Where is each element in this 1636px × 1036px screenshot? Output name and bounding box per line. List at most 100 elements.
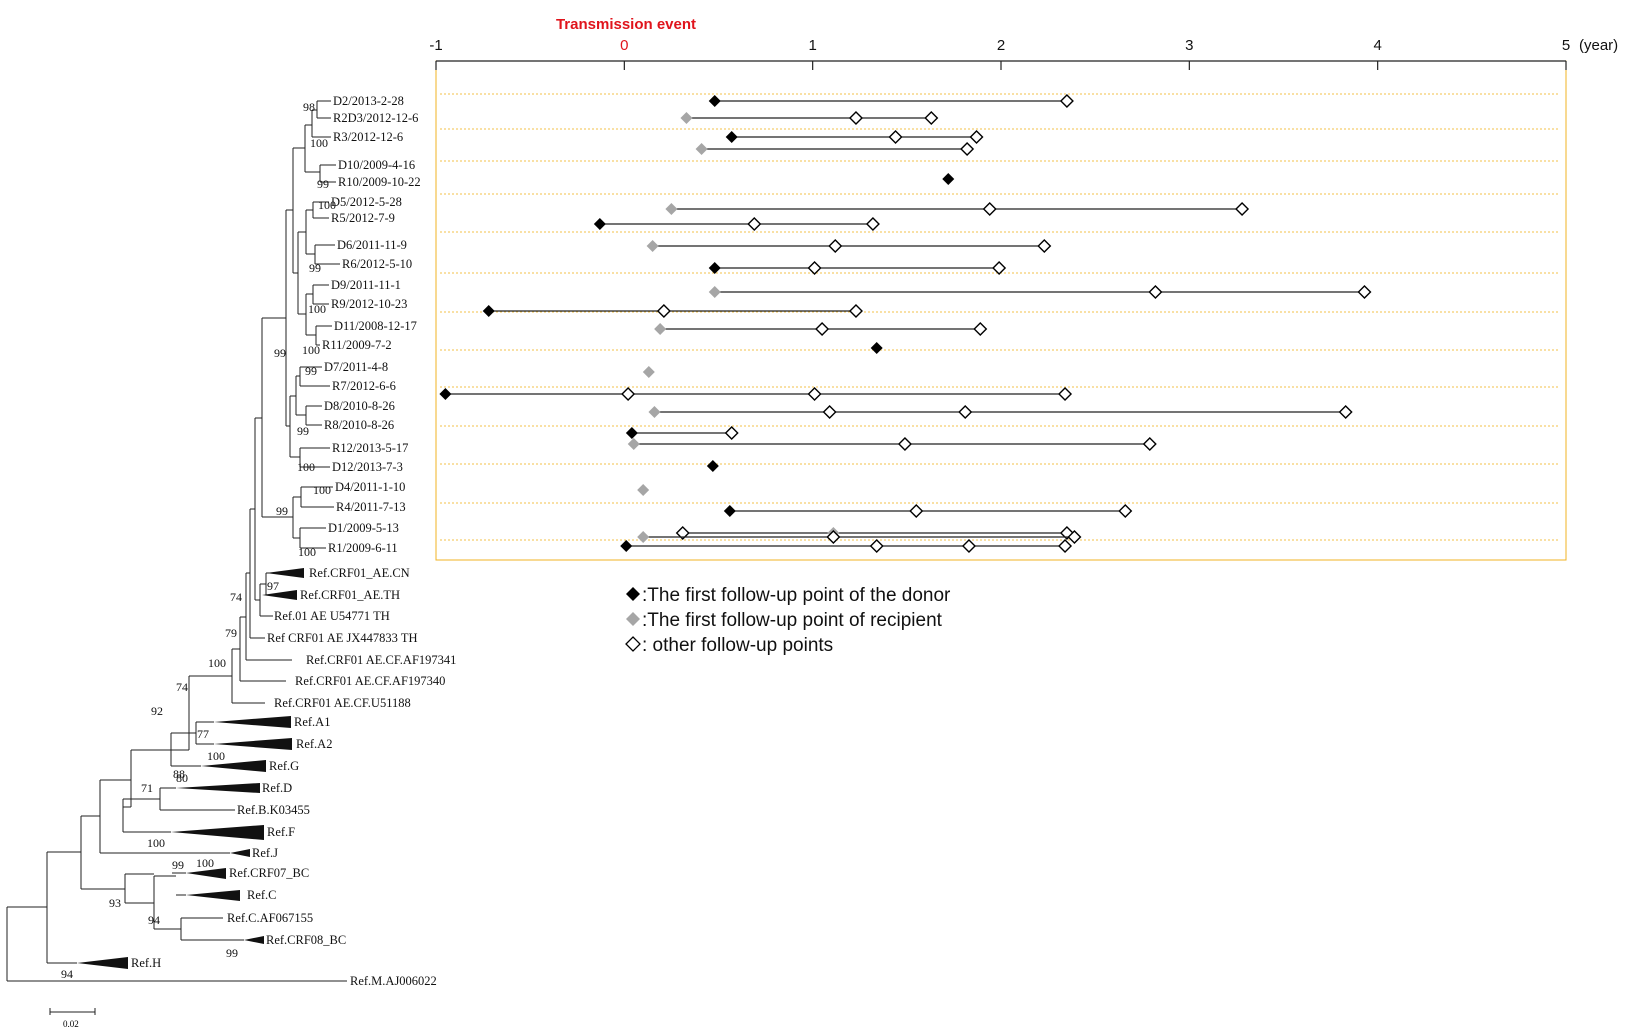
bootstrap-value: 80 bbox=[176, 771, 188, 785]
bootstrap-value: 97 bbox=[267, 579, 279, 593]
series-D8 bbox=[625, 426, 739, 440]
reference-label: Ref CRF01 AE JX447833 TH bbox=[267, 631, 417, 645]
series-D12 bbox=[637, 484, 650, 496]
series-D7 bbox=[439, 387, 1073, 401]
follow-up-point bbox=[1118, 504, 1133, 518]
bootstrap-value: 99 bbox=[317, 177, 329, 191]
bootstrap-value: 88 bbox=[173, 767, 185, 781]
donor-first-point bbox=[708, 95, 721, 107]
bootstrap-value: 94 bbox=[61, 967, 73, 981]
series-R10 bbox=[665, 202, 1250, 216]
reference-label: Ref.A1 bbox=[294, 715, 330, 729]
follow-up-point bbox=[982, 202, 997, 216]
reference-label: Ref.01 AE U54771 TH bbox=[274, 609, 390, 623]
bootstrap-value: 100 bbox=[302, 343, 320, 357]
bootstrap-value: 100 bbox=[297, 460, 315, 474]
donor-first-point bbox=[725, 131, 738, 143]
follow-up-point bbox=[656, 304, 671, 318]
donor-first-point bbox=[723, 505, 736, 517]
series-D10 bbox=[942, 173, 955, 185]
follow-up-series bbox=[439, 94, 1372, 553]
axis-unit-label: (year) bbox=[1579, 37, 1618, 54]
bootstrap-value: 99 bbox=[297, 424, 309, 438]
series-D9 bbox=[482, 304, 863, 318]
follow-up-point bbox=[969, 130, 984, 144]
donor-first-point bbox=[593, 218, 606, 230]
collapsed-clades bbox=[77, 568, 304, 969]
time-axis: -1 0 1 2 3 4 5 (year) bbox=[429, 37, 1618, 70]
series-R12 bbox=[706, 460, 719, 472]
follow-up-point bbox=[807, 387, 822, 401]
follow-up-point bbox=[869, 539, 884, 553]
reference-label: Ref.CRF01 AE.CF.AF197341 bbox=[306, 653, 456, 667]
bootstrap-value: 100 bbox=[310, 136, 328, 150]
taxon-label: D2/2013-2-28 bbox=[333, 94, 404, 108]
series-R9 bbox=[654, 322, 988, 336]
axis-tick-label: 5 bbox=[1562, 37, 1570, 54]
follow-up-point bbox=[960, 142, 975, 156]
axis-tick-label: 4 bbox=[1373, 37, 1381, 54]
reference-label: Ref.G bbox=[269, 759, 299, 773]
bootstrap-value: 98 bbox=[303, 100, 315, 114]
bootstrap-value: 94 bbox=[148, 913, 160, 927]
follow-up-point bbox=[1059, 94, 1074, 108]
legend: :The first follow-up point of the donor … bbox=[625, 585, 951, 656]
follow-up-point bbox=[621, 387, 636, 401]
bootstrap-value: 99 bbox=[274, 346, 286, 360]
follow-up-point bbox=[961, 539, 976, 553]
series-D4 bbox=[723, 504, 1133, 518]
phylogenetic-tree bbox=[6, 100, 347, 1015]
reference-label: Ref.CRF01_AE.TH bbox=[300, 588, 400, 602]
reference-label: Ref.CRF07_BC bbox=[229, 866, 309, 880]
series-R5 bbox=[646, 239, 1052, 253]
follow-up-point bbox=[1235, 202, 1250, 216]
bootstrap-value: 77 bbox=[197, 727, 209, 741]
bootstrap-value: 99 bbox=[226, 946, 238, 960]
follow-up-point bbox=[807, 261, 822, 275]
reference-label: Ref.B.K03455 bbox=[237, 803, 310, 817]
filled-gray-diamond-icon bbox=[626, 612, 640, 626]
recipient-first-point bbox=[642, 366, 655, 378]
legend-text: :The first follow-up point of recipient bbox=[642, 610, 943, 631]
taxon-label: D7/2011-4-8 bbox=[324, 360, 388, 374]
donor-first-point bbox=[620, 540, 633, 552]
follow-up-point bbox=[848, 111, 863, 125]
follow-up-point bbox=[828, 239, 843, 253]
taxon-label: D10/2009-4-16 bbox=[338, 158, 415, 172]
donor-first-point bbox=[870, 342, 883, 354]
recipient-first-point bbox=[648, 406, 661, 418]
donor-first-point bbox=[482, 305, 495, 317]
recipient-first-point bbox=[637, 531, 650, 543]
series-D11 bbox=[870, 342, 883, 354]
reference-label: Ref.F bbox=[267, 825, 295, 839]
taxon-label: R9/2012-10-23 bbox=[331, 297, 407, 311]
taxon-label: D1/2009-5-13 bbox=[328, 521, 399, 535]
recipient-first-point bbox=[637, 484, 650, 496]
bootstrap-value: 100 bbox=[308, 302, 326, 316]
axis-tick-label: 0 bbox=[620, 37, 628, 54]
series-D1 bbox=[620, 539, 1073, 553]
bootstrap-value: 71 bbox=[141, 781, 153, 795]
taxon-label: D9/2011-11-1 bbox=[331, 278, 401, 292]
donor-first-point bbox=[942, 173, 955, 185]
bootstrap-value: 100 bbox=[147, 836, 165, 850]
taxon-label: R4/2011-7-13 bbox=[336, 500, 406, 514]
series-D6 bbox=[708, 261, 1007, 275]
follow-up-point bbox=[992, 261, 1007, 275]
bootstrap-value: 74 bbox=[176, 680, 188, 694]
follow-up-point bbox=[865, 217, 880, 231]
follow-up-point bbox=[848, 304, 863, 318]
reference-label: Ref.M.AJ006022 bbox=[350, 974, 437, 988]
taxon-label: R5/2012-7-9 bbox=[331, 211, 395, 225]
taxa-labels: D2/2013-2-28 R2D3/2012-12-6 R3/2012-12-6… bbox=[322, 94, 421, 555]
donor-first-point bbox=[625, 427, 638, 439]
follow-up-point bbox=[815, 322, 830, 336]
taxon-label: R11/2009-7-2 bbox=[322, 338, 392, 352]
timeline-panel: -1 0 1 2 3 4 5 (year) Transmission event bbox=[429, 16, 1618, 561]
recipient-first-point bbox=[627, 438, 640, 450]
follow-up-point bbox=[747, 217, 762, 231]
bootstrap-value: 74 bbox=[230, 590, 242, 604]
follow-up-point bbox=[724, 426, 739, 440]
row-grid-lines bbox=[440, 93, 1560, 541]
